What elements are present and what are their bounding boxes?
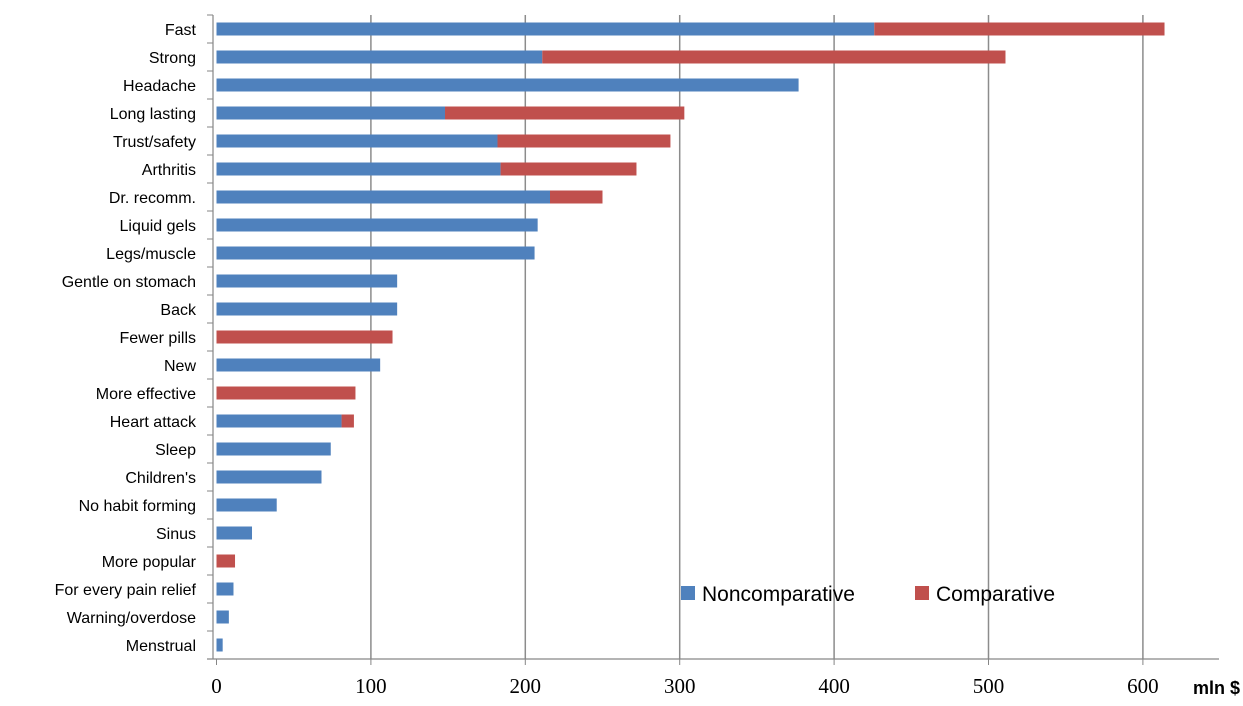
bar-noncomparative (216, 190, 551, 204)
category-label: No habit forming (79, 498, 196, 515)
bar-noncomparative (216, 246, 535, 260)
bar-noncomparative (216, 22, 875, 36)
x-tick-label: 200 (510, 674, 542, 698)
x-tick-label: 500 (973, 674, 1005, 698)
bar-comparative (216, 386, 356, 400)
legend-swatch (681, 586, 695, 600)
bar-comparative (497, 134, 671, 148)
x-tick-label: 0 (211, 674, 222, 698)
bar-noncomparative (216, 274, 398, 288)
category-label: Sinus (156, 526, 196, 543)
labels: 0 100 200 300 400 500 600 mln $ Fast Strong Headac… (55, 22, 1240, 698)
bar-noncomparative (216, 414, 342, 428)
category-label: Headache (123, 78, 196, 95)
bar-noncomparative (216, 610, 229, 624)
category-label: Strong (149, 50, 196, 67)
x-unit-label: mln $ (1193, 678, 1240, 698)
bar-noncomparative (216, 218, 538, 232)
category-label: Gentle on stomach (62, 274, 196, 291)
bar-noncomparative (216, 302, 398, 316)
bars (216, 22, 1165, 652)
bar-noncomparative (216, 638, 223, 652)
bar-noncomparative (216, 470, 322, 484)
bar-noncomparative (216, 582, 234, 596)
category-label: Liquid gels (120, 218, 197, 235)
bar-comparative (550, 190, 603, 204)
bar-comparative (341, 414, 354, 428)
bar-noncomparative (216, 498, 277, 512)
category-label: Warning/overdose (67, 610, 196, 627)
category-label: Fast (165, 22, 197, 39)
bar-comparative (216, 554, 236, 568)
bar-noncomparative (216, 106, 446, 120)
category-label: More effective (96, 386, 196, 403)
bar-noncomparative (216, 78, 799, 92)
bar-noncomparative (216, 162, 501, 176)
category-label: Trust/safety (113, 134, 196, 151)
bar-noncomparative (216, 526, 253, 540)
category-label: Heart attack (110, 414, 197, 431)
bar-comparative (874, 22, 1165, 36)
legend-label: Noncomparative (702, 583, 855, 606)
category-label: For every pain relief (55, 582, 197, 599)
bar-comparative (216, 330, 393, 344)
x-tick-label: 600 (1127, 674, 1159, 698)
category-label: Arthritis (142, 162, 196, 179)
axes (207, 14, 1219, 665)
bar-noncomparative (216, 442, 331, 456)
category-label: More popular (102, 554, 197, 571)
category-label: New (164, 358, 196, 375)
legend-label: Comparative (936, 583, 1055, 606)
gridlines (370, 15, 1144, 659)
legend-swatch (915, 586, 929, 600)
bar-comparative (542, 50, 1006, 64)
x-tick-label: 400 (818, 674, 850, 698)
bar-noncomparative (216, 134, 498, 148)
bar-noncomparative (216, 50, 543, 64)
x-tick-label: 300 (664, 674, 696, 698)
category-label: Dr. recomm. (109, 190, 196, 207)
category-label: Menstrual (126, 638, 196, 655)
category-label: Sleep (155, 442, 196, 459)
category-label: Back (160, 302, 197, 319)
category-label: Legs/muscle (106, 246, 196, 263)
x-tick-label: 100 (355, 674, 387, 698)
bar-noncomparative (216, 358, 381, 372)
category-label: Children's (125, 470, 196, 487)
bar-comparative (500, 162, 637, 176)
bar-comparative (445, 106, 685, 120)
category-label: Long lasting (110, 106, 196, 123)
legend: Noncomparative Comparative (681, 583, 1055, 606)
category-label: Fewer pills (120, 330, 196, 347)
